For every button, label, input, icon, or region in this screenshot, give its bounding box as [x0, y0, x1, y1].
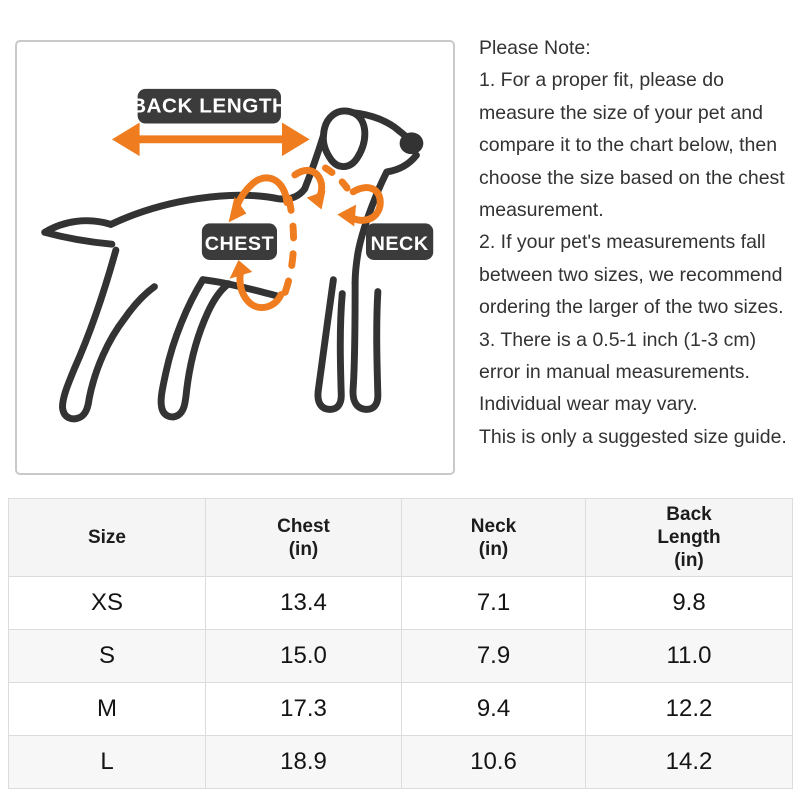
col-header-back-length: Back Length (in)	[585, 498, 793, 577]
table-row-l: L 18.9 10.6 14.2	[8, 735, 793, 789]
chest-girth-dashed-line	[280, 195, 298, 300]
cell-chest: 18.9	[205, 735, 402, 789]
cell-size: XS	[8, 576, 206, 630]
chest-label-text: CHEST	[205, 233, 274, 255]
arrowhead-chest-bottom-icon	[229, 259, 253, 279]
arrowhead-left-icon	[111, 122, 140, 157]
table-row-m: M 17.3 9.4 12.2	[8, 682, 793, 736]
note-line: choose the size based on the chest	[479, 166, 785, 189]
note-line: compare it to the chart below, then	[479, 134, 778, 157]
table-row-xs: XS 13.4 7.1 9.8	[8, 576, 793, 630]
col-header-chest-unit: (in)	[288, 538, 319, 560]
table-row-s: S 15.0 7.9 11.0	[8, 629, 793, 683]
neck-label-text: NECK	[371, 233, 429, 255]
note-line: error in manual measurements.	[479, 361, 750, 384]
chest-under-arc	[236, 269, 285, 311]
note-line: between two sizes, we recommend	[479, 263, 783, 286]
cell-back-length: 14.2	[585, 735, 793, 789]
arrowhead-shoulder-icon	[306, 190, 326, 210]
back-length-label-text: BACK LENGTH	[131, 95, 287, 118]
cell-back-length: 12.2	[585, 682, 793, 736]
note-line: Individual wear may vary.	[479, 393, 698, 416]
cell-chest: 17.3	[205, 682, 402, 736]
col-header-chest: Chest (in)	[205, 498, 402, 577]
cell-chest: 15.0	[205, 629, 402, 683]
arrowhead-chest-top-icon	[228, 196, 247, 223]
col-header-chest-line: Chest	[277, 515, 330, 537]
cell-neck: 9.4	[401, 682, 586, 736]
col-header-back-line: Back	[666, 504, 712, 525]
note-line: ordering the larger of the two sizes.	[479, 296, 784, 319]
note-line: 3. There is a 0.5-1 inch (1-3 cm)	[479, 328, 757, 351]
arrowhead-neck-icon	[337, 204, 357, 227]
note-title: Please Note:	[479, 37, 591, 59]
size-table-header-row: Size Chest (in) Neck (in) Back Length (i…	[8, 498, 793, 577]
cell-size: M	[8, 682, 206, 736]
back-length-label: BACK LENGTH	[131, 88, 287, 124]
cell-chest: 13.4	[205, 576, 402, 630]
cell-size: L	[8, 735, 206, 789]
col-header-neck: Neck (in)	[401, 498, 586, 577]
note-text-block: Please Note: 1. For a proper fit, please…	[479, 32, 797, 453]
col-header-size-line: Size	[87, 527, 127, 548]
note-line: 1. For a proper fit, please do	[479, 69, 724, 92]
dog-outline-icon	[41, 107, 424, 423]
cell-neck: 10.6	[401, 735, 586, 789]
col-header-size: Size	[8, 498, 206, 577]
cell-size: S	[8, 629, 206, 683]
arrowhead-right-icon	[281, 122, 310, 157]
dog-measurement-diagram: BACK LENGTH CHEST NECK	[41, 88, 434, 423]
neck-label: NECK	[365, 223, 434, 260]
col-header-length-line: Length	[657, 527, 721, 548]
col-header-back-unit: (in)	[674, 550, 704, 571]
cell-back-length: 9.8	[585, 576, 793, 630]
note-line: 2. If your pet's measurements fall	[479, 231, 766, 254]
note-line: measurement.	[479, 199, 604, 222]
cell-back-length: 11.0	[585, 629, 793, 683]
neck-arc	[345, 184, 384, 224]
neck-dashed-line	[322, 164, 354, 197]
col-header-neck-unit: (in)	[478, 538, 509, 560]
chest-label: CHEST	[201, 223, 278, 260]
note-line: measure the size of your pet and	[479, 101, 763, 124]
cell-neck: 7.1	[401, 576, 586, 630]
measurement-arrows	[123, 135, 384, 311]
cell-neck: 7.9	[401, 629, 586, 683]
col-header-neck-line: Neck	[470, 515, 517, 537]
arrowheads	[111, 122, 357, 279]
measurement-diagram-panel: BACK LENGTH CHEST NECK	[15, 40, 455, 475]
note-line: This is only a suggested size guide.	[479, 425, 787, 448]
size-table: Size Chest (in) Neck (in) Back Length (i…	[8, 498, 793, 789]
